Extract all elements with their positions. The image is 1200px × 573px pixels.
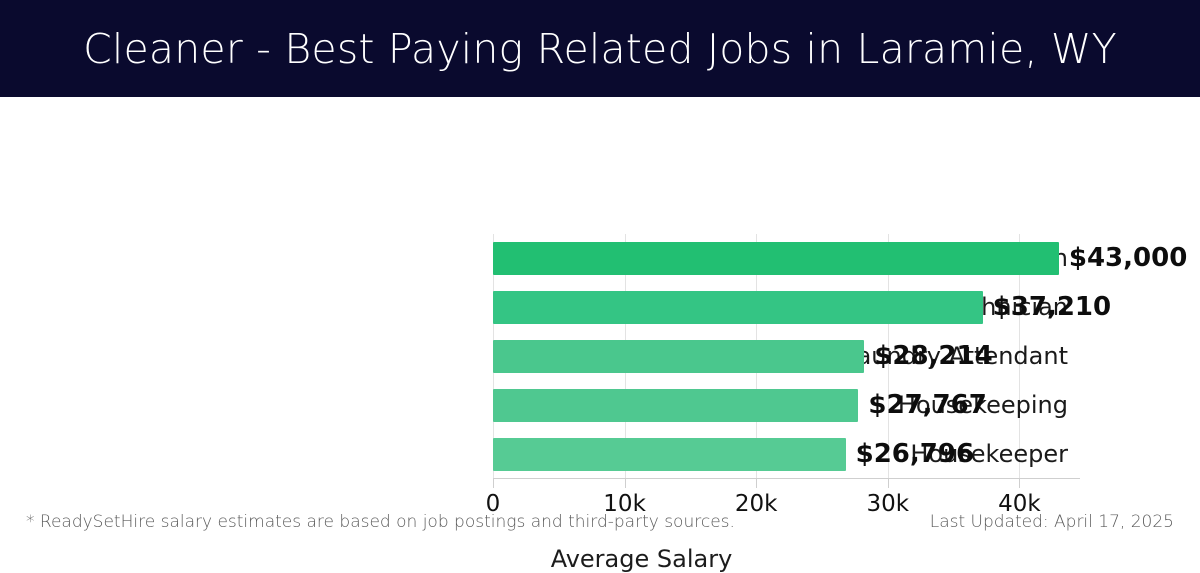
x-axis-line xyxy=(493,478,1080,479)
x-tick-label-20k: 20k xyxy=(734,491,778,517)
chart-footer: * ReadySetHire salary estimates are base… xyxy=(0,500,1200,558)
bar-row[interactable]: Custodian$43,000 xyxy=(493,234,1187,283)
category-label: Laundry Attendant xyxy=(843,342,1068,370)
bar-row[interactable]: Housekeeper $26,796 xyxy=(493,430,1080,479)
bar-custodian[interactable] xyxy=(493,242,1059,275)
x-tick-label-30k: 30k xyxy=(866,491,910,517)
page-title: Cleaner - Best Paying Related Jobs in La… xyxy=(83,24,1117,73)
bar-value-label: $28,214 xyxy=(874,341,993,371)
x-tick-mark-30k xyxy=(887,479,889,488)
bar-value-label: $43,000 xyxy=(1068,243,1188,273)
bar-row[interactable]: Environmental Services Technician$37,210 xyxy=(493,283,1111,332)
x-tick-mark-0 xyxy=(493,479,494,488)
gridline-30k xyxy=(887,234,889,479)
bar-environmental-services-technician[interactable] xyxy=(493,291,983,324)
x-tick-mark-10k xyxy=(624,479,626,488)
bar-chart: Custodian$43,000Environmental Services T… xyxy=(0,97,1200,573)
category-label: Housekeeper xyxy=(910,440,1068,468)
x-tick-label-10k: 10k xyxy=(603,491,646,517)
gridline-40k xyxy=(1019,234,1021,479)
x-tick-mark-20k xyxy=(756,479,758,488)
bar-value-label: $37,210 xyxy=(992,292,1112,322)
x-tick-mark-40k xyxy=(1019,479,1021,488)
x-tick-label-0: 0 xyxy=(485,491,501,517)
chart-header-banner: Cleaner - Best Paying Related Jobs in La… xyxy=(0,0,1200,97)
bar-row[interactable]: Laundry Attendant $28,214 xyxy=(493,332,1080,381)
bar-value-label: $26,796 xyxy=(855,439,975,469)
bar-row[interactable]: Housekeeping $27,767 xyxy=(493,381,1080,430)
bar-housekeeper[interactable] xyxy=(493,438,846,471)
category-label: Housekeeping xyxy=(897,391,1068,419)
bar-value-label: $27,767 xyxy=(868,390,987,420)
footer-last-updated: Last Updated: April 17, 2025 xyxy=(929,512,1174,532)
x-tick-label-40k: 40k xyxy=(998,491,1041,517)
bar-laundry-attendant[interactable] xyxy=(493,340,865,373)
footer-disclaimer: * ReadySetHire salary estimates are base… xyxy=(26,512,735,532)
chart-plot-area: Custodian$43,000Environmental Services T… xyxy=(493,234,1187,479)
bar-housekeeping[interactable] xyxy=(493,389,859,422)
